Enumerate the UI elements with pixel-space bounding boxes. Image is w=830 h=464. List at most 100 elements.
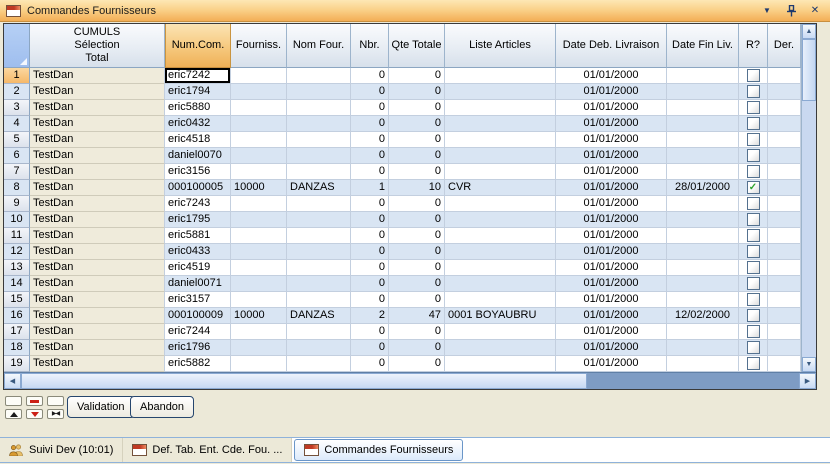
row-number[interactable]: 7 [4,164,30,180]
cell-datedeb[interactable]: 01/01/2000 [556,356,667,372]
checkbox-unchecked[interactable] [746,260,760,274]
checkbox-unchecked[interactable] [746,292,760,306]
horizontal-scrollbar[interactable]: ◀ ▶ [4,372,816,389]
cell-numcom[interactable]: eric5880 [165,100,231,116]
column-header-qte[interactable]: Qte Totale [389,24,445,68]
cell-numcom[interactable]: eric1795 [165,212,231,228]
cell-fourniss[interactable] [231,116,287,132]
cell-fourniss[interactable]: 10000 [231,308,287,324]
cell-numcom[interactable]: eric7244 [165,324,231,340]
checkbox-unchecked[interactable] [746,196,760,210]
cell-datedeb[interactable]: 01/01/2000 [556,68,667,84]
column-header-numcom[interactable]: Num.Com. [165,24,231,68]
cell-nbr[interactable]: 0 [351,68,389,84]
cell-fourniss[interactable] [231,132,287,148]
cell-fourniss[interactable]: 10000 [231,180,287,196]
row-number[interactable]: 19 [4,356,30,372]
cell-datedeb[interactable]: 01/01/2000 [556,180,667,196]
cell-nomfour[interactable] [287,260,351,276]
checkbox-unchecked[interactable] [746,324,760,338]
cell-liste[interactable] [445,292,556,308]
cell-qte[interactable]: 0 [389,132,445,148]
cell-r[interactable] [739,116,768,132]
row-number[interactable]: 18 [4,340,30,356]
cell-datefin[interactable] [667,68,739,84]
checkbox-unchecked[interactable] [746,212,760,226]
cell-r[interactable] [739,260,768,276]
checkbox-unchecked[interactable] [746,276,760,290]
checkbox-unchecked[interactable] [746,308,760,322]
chevron-down-icon[interactable]: ▼ [763,6,771,15]
cell-datefin[interactable] [667,132,739,148]
column-header-datefin[interactable]: Date Fin Liv. [667,24,739,68]
cell-cumuls[interactable]: TestDan [30,180,165,196]
row-number[interactable]: 13 [4,260,30,276]
cell-r[interactable] [739,212,768,228]
cell-liste[interactable] [445,196,556,212]
cell-datefin[interactable] [667,116,739,132]
cell-der[interactable] [768,260,801,276]
cell-fourniss[interactable] [231,356,287,372]
cell-r[interactable] [739,292,768,308]
cell-qte[interactable]: 0 [389,148,445,164]
cell-r[interactable] [739,324,768,340]
abandon-button[interactable]: Abandon [130,396,195,418]
taskbar-tab-def-tab-ent[interactable]: Def. Tab. Ent. Cde. Fou. ... [123,438,293,462]
cell-nbr[interactable]: 0 [351,244,389,260]
grid-tool-merge-button[interactable]: ▶◀ [47,409,64,419]
row-number[interactable]: 17 [4,324,30,340]
cell-nbr[interactable]: 0 [351,356,389,372]
checkbox-unchecked[interactable] [746,340,760,354]
cell-cumuls[interactable]: TestDan [30,324,165,340]
cell-qte[interactable]: 0 [389,276,445,292]
row-number[interactable]: 2 [4,84,30,100]
cell-datedeb[interactable]: 01/01/2000 [556,148,667,164]
validation-button[interactable]: Validation [67,396,135,418]
checkbox-unchecked[interactable] [746,148,760,162]
cell-liste[interactable] [445,276,556,292]
column-header-fourniss[interactable]: Fourniss. [231,24,287,68]
cell-datedeb[interactable]: 01/01/2000 [556,244,667,260]
cell-cumuls[interactable]: TestDan [30,276,165,292]
cell-liste[interactable] [445,132,556,148]
cell-cumuls[interactable]: TestDan [30,228,165,244]
cell-der[interactable] [768,68,801,84]
cell-der[interactable] [768,100,801,116]
cell-nbr[interactable]: 0 [351,260,389,276]
cell-datedeb[interactable]: 01/01/2000 [556,308,667,324]
cell-qte[interactable]: 0 [389,212,445,228]
row-number[interactable]: 3 [4,100,30,116]
cell-datefin[interactable]: 28/01/2000 [667,180,739,196]
cell-fourniss[interactable] [231,196,287,212]
cell-datedeb[interactable]: 01/01/2000 [556,212,667,228]
cell-cumuls[interactable]: TestDan [30,212,165,228]
cell-fourniss[interactable] [231,100,287,116]
cell-nomfour[interactable] [287,68,351,84]
cell-r[interactable] [739,132,768,148]
cell-r[interactable] [739,100,768,116]
cell-nomfour[interactable] [287,164,351,180]
cell-nbr[interactable]: 0 [351,292,389,308]
cell-r[interactable] [739,244,768,260]
cell-fourniss[interactable] [231,244,287,260]
cell-datefin[interactable]: 12/02/2000 [667,308,739,324]
cell-r[interactable] [739,148,768,164]
scroll-up-button[interactable]: ▲ [802,24,816,39]
column-header-nbr[interactable]: Nbr. [351,24,389,68]
cell-numcom[interactable]: eric0432 [165,116,231,132]
column-header-liste[interactable]: Liste Articles [445,24,556,68]
cell-liste[interactable] [445,340,556,356]
cell-cumuls[interactable]: TestDan [30,260,165,276]
cell-qte[interactable]: 0 [389,196,445,212]
cell-datefin[interactable] [667,228,739,244]
taskbar-tab-suivi-dev[interactable]: Suivi Dev (10:01) [0,438,124,462]
cell-der[interactable] [768,212,801,228]
cell-r[interactable] [739,356,768,372]
cell-qte[interactable]: 0 [389,292,445,308]
cell-nomfour[interactable] [287,132,351,148]
cell-nomfour[interactable] [287,100,351,116]
row-number[interactable]: 8 [4,180,30,196]
cell-liste[interactable] [445,356,556,372]
cell-nbr[interactable]: 0 [351,212,389,228]
cell-liste[interactable] [445,164,556,180]
